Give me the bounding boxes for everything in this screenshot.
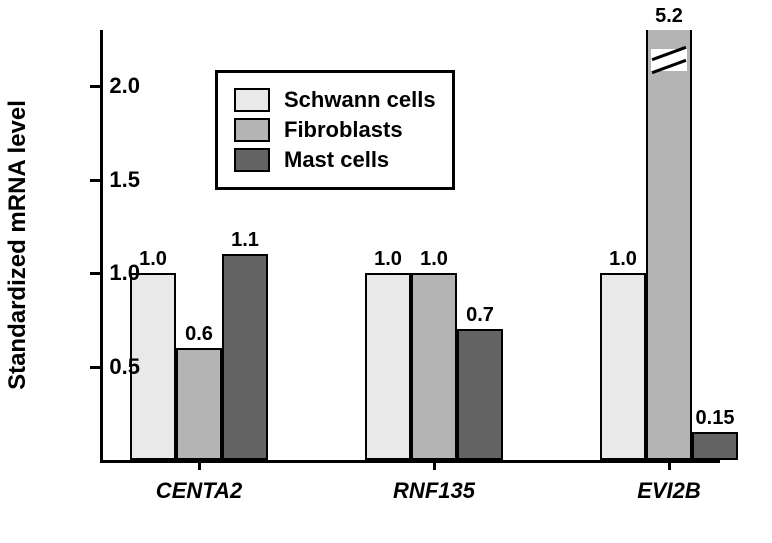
legend: Schwann cells Fibroblasts Mast cells [215,70,455,190]
bar [692,432,738,460]
bar-value-label: 1.1 [231,229,259,252]
bar-value-label: 1.0 [420,248,448,271]
y-tick-label: 2.0 [109,73,140,99]
x-axis-line [100,460,720,463]
x-tick [433,460,436,470]
y-tick-label: 1.5 [109,167,140,193]
y-tick [90,179,100,182]
y-tick [90,85,100,88]
axis-break-icon [651,49,687,71]
bar-value-label: 0.15 [696,407,735,430]
legend-item: Schwann cells [234,87,436,113]
legend-swatch [234,88,270,112]
legend-item: Fibroblasts [234,117,436,143]
legend-item: Mast cells [234,147,436,173]
bar [600,273,646,460]
y-tick [90,272,100,275]
legend-swatch [234,148,270,172]
y-tick-label: 0.5 [109,354,140,380]
bar [365,273,411,460]
x-tick-label: EVI2B [637,478,701,504]
x-tick [198,460,201,470]
x-tick-label: CENTA2 [156,478,242,504]
bar [646,30,692,460]
bar-value-label: 1.0 [374,248,402,271]
legend-label: Schwann cells [284,87,436,113]
bar-value-label: 1.0 [139,248,167,271]
y-tick-label: 1.0 [109,260,140,286]
y-axis-line [100,30,103,460]
legend-label: Fibroblasts [284,117,403,143]
chart-plot-area: CENTA2RNF135EVI2B 1.00.61.11.01.00.71.05… [100,30,720,460]
bar-value-label: 5.2 [655,5,683,28]
y-axis-label: Standardized mRNA level [4,100,32,390]
legend-label: Mast cells [284,147,389,173]
bar [457,329,503,460]
bar [411,273,457,460]
legend-swatch [234,118,270,142]
bar [222,254,268,460]
bar-value-label: 1.0 [609,248,637,271]
bar-value-label: 0.7 [466,304,494,327]
x-tick-label: RNF135 [393,478,475,504]
y-tick [90,366,100,369]
bar [176,348,222,460]
x-tick [668,460,671,470]
bar-value-label: 0.6 [185,323,213,346]
